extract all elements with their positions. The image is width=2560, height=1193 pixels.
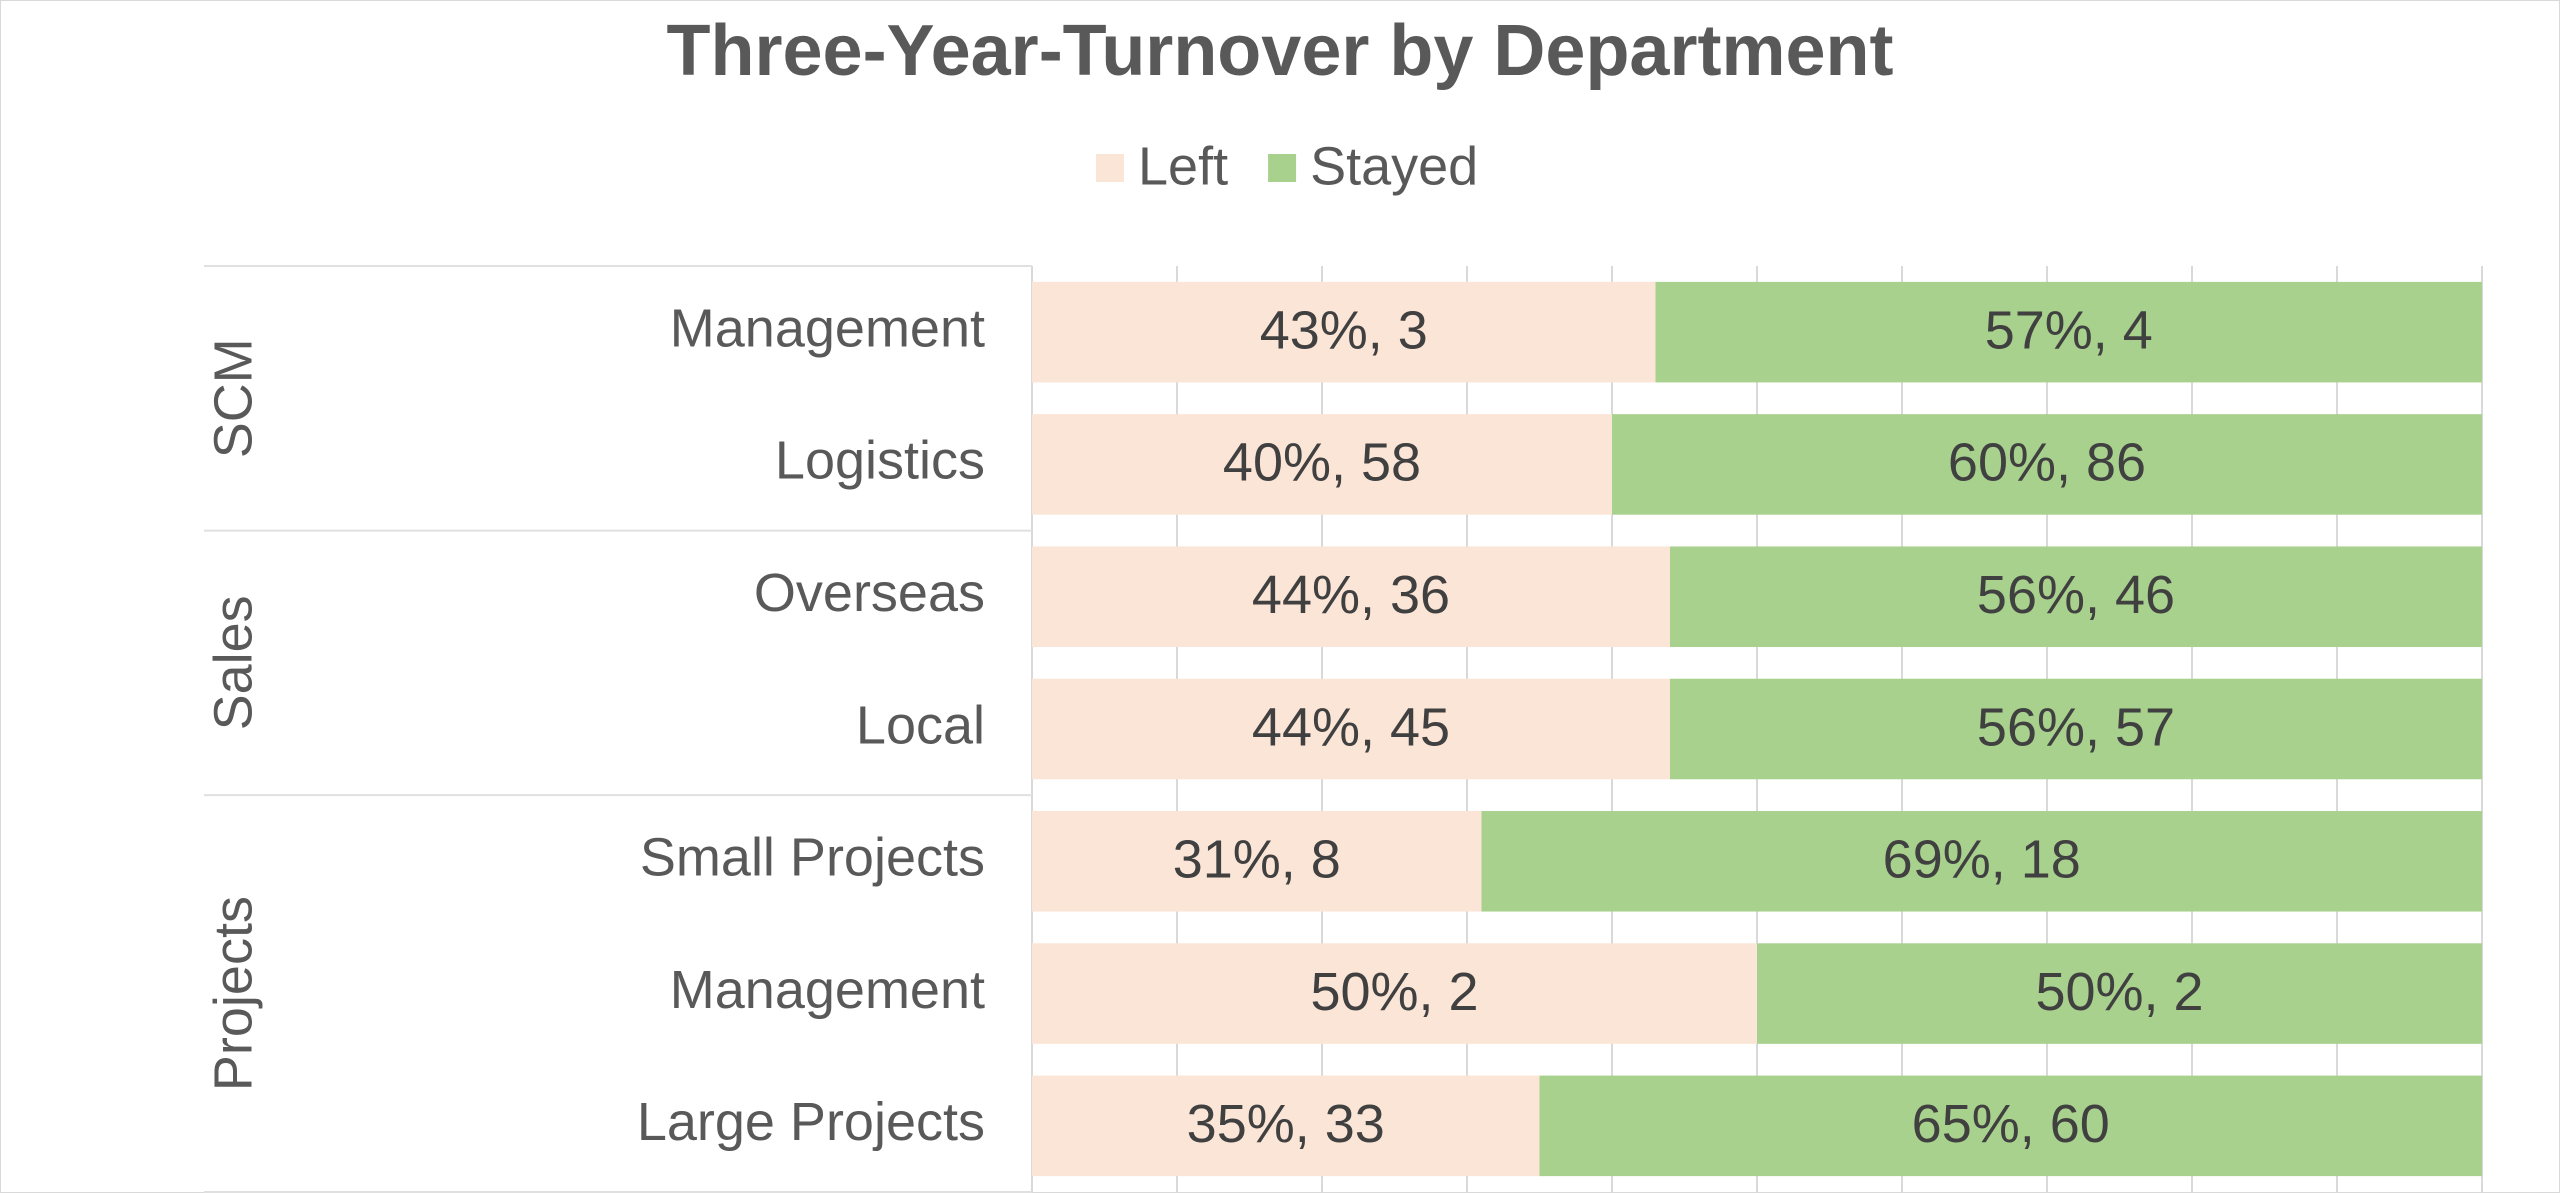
- data-label: 44%, 36: [1252, 565, 1450, 625]
- data-label: 50%, 2: [2035, 962, 2203, 1022]
- data-label: 57%, 4: [1985, 300, 2153, 360]
- legend: Left Stayed: [1096, 136, 1478, 196]
- legend-swatch: [1268, 154, 1297, 182]
- bar-segment: [1032, 943, 1757, 1044]
- bar-segment: [1032, 281, 1656, 383]
- data-label: 43%, 3: [1260, 300, 1428, 360]
- category-label: Management: [670, 960, 985, 1020]
- category-label: Overseas: [754, 563, 985, 623]
- chart-title: Three-Year-Turnover by Department: [667, 11, 1894, 91]
- bar-segment: [1612, 414, 2482, 515]
- category-label: Management: [670, 298, 985, 358]
- bar-segment: [1032, 546, 1670, 647]
- data-label: 56%, 57: [1977, 697, 2175, 757]
- bar-segment: [1032, 678, 1670, 780]
- group-label: Projects: [203, 896, 263, 1091]
- bar-segment: [1757, 943, 2482, 1044]
- bar-segment: [1032, 1075, 1540, 1177]
- data-label: 60%, 86: [1948, 433, 2146, 493]
- category-label: Local: [856, 695, 985, 755]
- bar-segment: [1539, 1075, 2482, 1177]
- category-label: Logistics: [775, 431, 985, 491]
- bar-segment: [1481, 811, 2482, 912]
- legend-label: Left: [1138, 136, 1228, 196]
- data-label: 69%, 18: [1883, 830, 2081, 890]
- bar-segment: [1670, 546, 2482, 647]
- data-label: 56%, 46: [1977, 565, 2175, 625]
- group-label: Sales: [203, 595, 263, 730]
- category-label: Large Projects: [637, 1092, 985, 1152]
- data-label: 44%, 45: [1252, 697, 1450, 757]
- bar-segment: [1670, 678, 2482, 780]
- legend-swatch: [1096, 154, 1124, 182]
- bar-segment: [1032, 414, 1612, 515]
- data-label: 31%, 8: [1173, 830, 1341, 890]
- legend-label: Stayed: [1310, 136, 1478, 196]
- group-label: SCM: [203, 338, 263, 458]
- data-label: 50%, 2: [1310, 962, 1478, 1022]
- data-label: 65%, 60: [1912, 1094, 2110, 1154]
- bar-segment: [1655, 281, 2482, 383]
- data-label: 40%, 58: [1223, 433, 1421, 493]
- bar-segment: [1032, 811, 1482, 912]
- data-label: 35%, 33: [1187, 1094, 1385, 1154]
- category-label: Small Projects: [640, 828, 985, 888]
